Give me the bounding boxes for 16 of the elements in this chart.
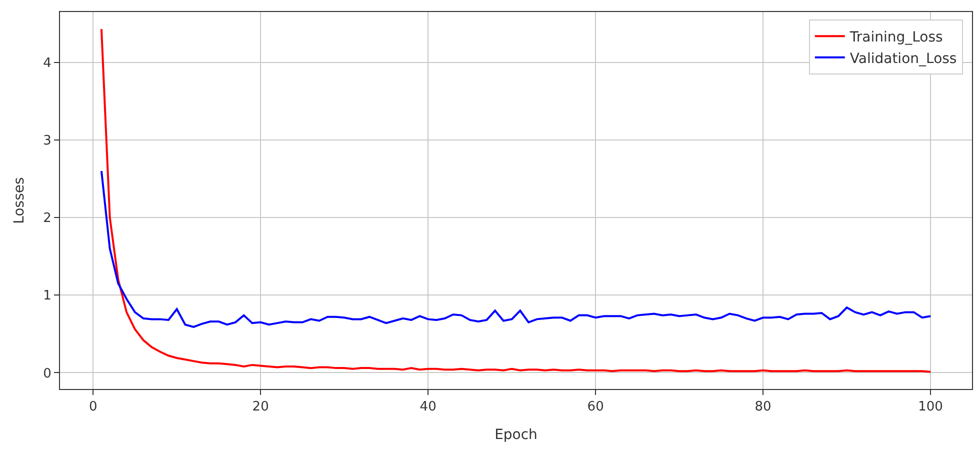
x-tick-label: 80 — [754, 400, 772, 415]
legend-label: Validation_Loss — [850, 50, 957, 67]
x-tick-label: 60 — [587, 400, 604, 415]
y-tick-label: 3 — [43, 134, 52, 149]
x-tick-label: 100 — [918, 400, 943, 415]
line-series — [100, 170, 932, 328]
y-tick-label: 2 — [43, 211, 52, 226]
y-tick-label: 1 — [43, 288, 52, 304]
y-tick-label: 0 — [43, 366, 52, 382]
x-tick-label: 0 — [88, 400, 98, 415]
y-tick-label: 4 — [43, 56, 52, 71]
legend-label: Training_Loss — [848, 30, 943, 46]
x-axis-title: Epoch — [494, 426, 538, 443]
x-tick-label: 20 — [252, 400, 269, 415]
x-tick-label: 40 — [420, 400, 436, 415]
y-axis-title: Losses — [12, 177, 28, 224]
